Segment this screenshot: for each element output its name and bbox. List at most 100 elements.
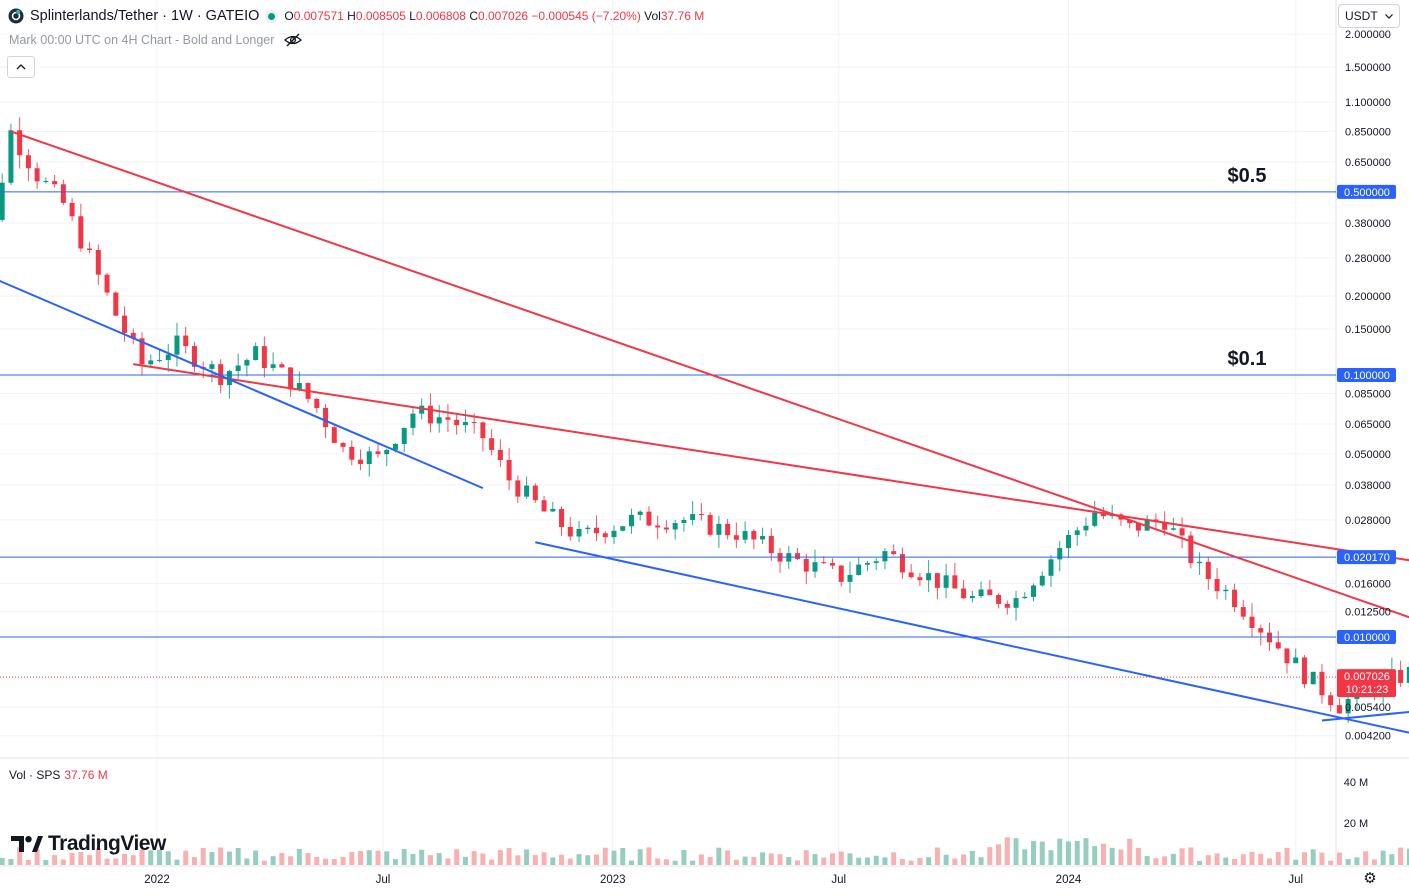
- candle-body: [1057, 548, 1063, 560]
- volume-bar: [996, 844, 1002, 865]
- volume-bar: [716, 847, 722, 865]
- volume-bar: [454, 849, 460, 865]
- volume-bar: [698, 854, 704, 865]
- volume-bar: [104, 858, 110, 865]
- candle-body: [69, 202, 75, 217]
- candle-body: [1083, 525, 1089, 531]
- candle-body: [550, 508, 556, 512]
- volume-bar: [1127, 838, 1133, 865]
- time-tick-label: Jul: [831, 874, 846, 886]
- candle-body: [314, 398, 320, 408]
- candle-body: [366, 451, 372, 465]
- candle-body: [576, 529, 582, 537]
- volume-bar: [524, 849, 530, 865]
- candle-body: [646, 511, 652, 526]
- volume-label[interactable]: Vol · SPS: [9, 768, 61, 782]
- volume-bar: [1389, 854, 1395, 865]
- volume-bar: [148, 850, 154, 865]
- price-tick-label: 0.028000: [1345, 515, 1391, 527]
- candle-body: [1301, 657, 1307, 685]
- candle-body: [934, 573, 940, 588]
- volume-bar: [917, 858, 923, 865]
- volume-bar: [296, 848, 302, 865]
- volume-bar: [637, 849, 643, 865]
- market-status-icon[interactable]: [265, 9, 279, 23]
- support-trendline: [0, 279, 484, 490]
- currency-select[interactable]: USDT: [1338, 4, 1400, 28]
- candle-body: [515, 480, 521, 497]
- candle-body: [532, 485, 538, 501]
- price-tick-label: 0.380000: [1345, 218, 1391, 230]
- volume-bar: [17, 847, 23, 865]
- volume-bar: [1240, 854, 1246, 865]
- symbol-title[interactable]: Splinterlands/Tether · 1W · GATEIO: [30, 8, 260, 24]
- price-tick-label: 0.150000: [1345, 324, 1391, 336]
- volume-bar: [122, 853, 128, 865]
- volume-bar: [1371, 859, 1377, 865]
- volume-bar: [489, 859, 495, 865]
- candle-body: [1240, 607, 1246, 617]
- candle-body: [261, 346, 267, 368]
- resistance-trendline: [133, 363, 1409, 562]
- candle-body: [768, 535, 774, 554]
- candle-body: [148, 360, 154, 365]
- volume-bar: [480, 853, 486, 865]
- chevron-down-icon: [1385, 13, 1393, 19]
- tradingview-logo[interactable]: TradingView: [11, 832, 166, 856]
- volume-bar: [1048, 850, 1054, 865]
- change-value: −0.000545 (−7.20%): [531, 9, 641, 23]
- volume-bar: [803, 850, 809, 865]
- volume-bar: [873, 855, 879, 865]
- candle-body: [1284, 648, 1290, 664]
- candle-body: [1031, 585, 1037, 597]
- volume-bar: [139, 849, 145, 865]
- volume-bar: [1398, 847, 1404, 865]
- currency-value: USDT: [1345, 9, 1378, 23]
- eye-hidden-icon[interactable]: [284, 33, 303, 47]
- candle-body: [1039, 575, 1045, 586]
- sps-coin-icon[interactable]: [8, 8, 24, 24]
- candle-body: [1345, 698, 1351, 714]
- candle-body: [917, 577, 923, 581]
- volume-bar: [43, 860, 49, 865]
- price-tick-label: 0.012500: [1345, 607, 1391, 619]
- candle-body: [1406, 666, 1409, 683]
- volume-bar: [305, 853, 311, 865]
- collapse-legend-button[interactable]: [7, 56, 35, 78]
- candle-body: [559, 508, 565, 527]
- volume-bar: [1301, 852, 1307, 865]
- price-level-tag: [1337, 630, 1396, 644]
- time-tick-label: 2024: [1056, 874, 1082, 886]
- candle-body: [122, 315, 128, 333]
- gear-icon[interactable]: ⚙: [1363, 870, 1377, 887]
- candle-body: [856, 564, 862, 575]
- candle-body: [524, 485, 530, 497]
- volume-bar: [183, 850, 189, 865]
- candle-body: [690, 514, 696, 521]
- candle-body: [864, 562, 870, 565]
- candle-body: [567, 526, 573, 537]
- indicator-label[interactable]: Mark 00:00 UTC on 4H Chart - Bold and Lo…: [9, 33, 275, 47]
- volume-bar: [751, 856, 757, 865]
- volume-bar: [174, 859, 180, 865]
- volume-bar: [410, 853, 416, 865]
- volume-bar: [375, 850, 381, 865]
- volume-bar: [532, 855, 538, 865]
- price-level-annotation: $0.1: [1228, 348, 1267, 370]
- candle-body: [139, 338, 145, 365]
- volume-bar: [987, 847, 993, 865]
- price-level-tag: [1337, 368, 1396, 382]
- volume-bar: [864, 857, 870, 865]
- candle-body: [1179, 528, 1185, 536]
- candle-body: [375, 451, 381, 455]
- candle-body: [1214, 579, 1220, 592]
- volume-bar: [1328, 860, 1334, 865]
- candle-body: [358, 459, 364, 465]
- candle-body: [270, 364, 276, 368]
- candle-body: [1013, 598, 1019, 608]
- indicator-legend: Mark 00:00 UTC on 4H Chart - Bold and Lo…: [9, 33, 303, 47]
- candle-body: [1135, 523, 1141, 531]
- volume-bar: [690, 860, 696, 865]
